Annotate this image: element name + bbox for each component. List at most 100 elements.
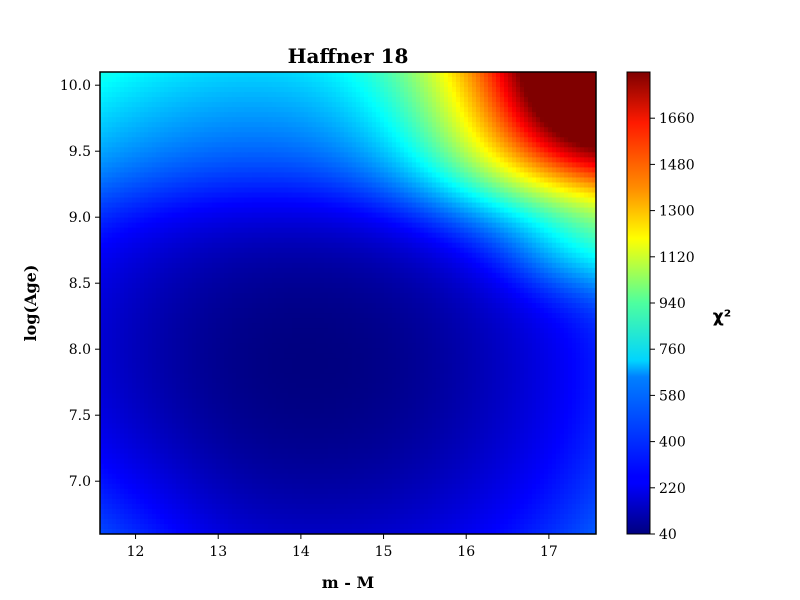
heatmap-cell	[468, 92, 473, 98]
heatmap-cell	[332, 242, 337, 249]
heatmap-cell	[264, 222, 269, 229]
heatmap-cell	[268, 172, 273, 179]
heatmap-cell	[124, 242, 129, 249]
heatmap-cell	[464, 82, 469, 88]
heatmap-cell	[140, 167, 145, 174]
heatmap-cell	[128, 182, 133, 189]
heatmap-cell	[344, 167, 349, 174]
heatmap-cell	[380, 232, 385, 239]
heatmap-cell	[284, 127, 289, 133]
heatmap-cell	[184, 107, 189, 113]
heatmap-cell	[220, 202, 225, 209]
heatmap-cell	[360, 157, 365, 163]
heatmap-cell	[136, 72, 141, 78]
heatmap-cell	[476, 92, 481, 98]
heatmap-cell	[444, 192, 449, 199]
heatmap-cell	[456, 137, 461, 143]
heatmap-cell	[104, 107, 109, 113]
heatmap-cell	[564, 212, 569, 219]
heatmap-cell	[588, 197, 593, 204]
heatmap-cell	[388, 107, 393, 113]
heatmap-cell	[212, 187, 217, 194]
heatmap-cell	[260, 197, 265, 204]
heatmap-cell	[240, 132, 245, 138]
heatmap-cell	[580, 107, 585, 113]
heatmap-cell	[412, 127, 417, 133]
heatmap-cell	[448, 162, 453, 169]
heatmap-cell	[384, 182, 389, 189]
heatmap-cell	[136, 112, 141, 118]
heatmap-cell	[176, 232, 181, 239]
heatmap-cell	[276, 127, 281, 133]
heatmap-cell	[216, 132, 221, 138]
heatmap-cell	[336, 202, 341, 209]
heatmap-cell	[112, 157, 117, 163]
heatmap-cell	[140, 207, 145, 214]
heatmap-cell	[208, 197, 213, 204]
heatmap-cell	[244, 187, 249, 194]
heatmap-cell	[568, 137, 573, 143]
heatmap-cell	[292, 222, 297, 229]
heatmap-cell	[352, 222, 357, 229]
heatmap-cell	[584, 92, 589, 98]
heatmap-cell	[200, 177, 205, 184]
heatmap-cell	[500, 232, 505, 239]
heatmap-cell	[540, 162, 545, 169]
heatmap-cell	[236, 237, 241, 244]
heatmap-cell	[172, 87, 177, 93]
heatmap-cell	[164, 242, 169, 249]
heatmap-cell	[500, 262, 505, 269]
heatmap-cell	[368, 157, 373, 163]
heatmap-cell	[500, 72, 505, 78]
heatmap-cell	[208, 177, 213, 184]
heatmap-cell	[204, 267, 209, 274]
heatmap-cell	[292, 252, 297, 259]
heatmap-cell	[224, 162, 229, 169]
heatmap-cell	[120, 232, 125, 239]
heatmap-cell	[192, 142, 197, 148]
heatmap-cell	[280, 162, 285, 169]
heatmap-cell	[228, 247, 233, 254]
heatmap-cell	[312, 182, 317, 189]
heatmap-cell	[164, 87, 169, 93]
heatmap-cell	[288, 192, 293, 199]
heatmap-cell	[196, 142, 201, 148]
heatmap-cell	[316, 137, 321, 143]
heatmap-cell	[380, 197, 385, 204]
heatmap-cell	[588, 117, 593, 123]
heatmap-cell	[524, 87, 529, 93]
heatmap-cell	[496, 212, 501, 219]
heatmap-cell	[216, 242, 221, 249]
heatmap-cell	[152, 237, 157, 244]
heatmap-cell	[568, 162, 573, 169]
heatmap-cell	[236, 107, 241, 113]
heatmap-cell	[100, 192, 105, 199]
heatmap-cell	[472, 167, 477, 174]
heatmap-cell	[180, 162, 185, 169]
heatmap-cell	[116, 192, 121, 199]
heatmap-cell	[396, 167, 401, 174]
heatmap-cell	[212, 112, 217, 118]
heatmap-cell	[296, 72, 301, 78]
heatmap-cell	[496, 152, 501, 158]
heatmap-cell	[420, 127, 425, 133]
heatmap-cell	[368, 102, 373, 108]
heatmap-cell	[344, 252, 349, 259]
heatmap-cell	[336, 257, 341, 264]
heatmap-cell	[404, 242, 409, 249]
heatmap-cell	[516, 167, 521, 174]
heatmap-cell	[376, 242, 381, 249]
heatmap-cell	[164, 162, 169, 169]
heatmap-cell	[392, 127, 397, 133]
heatmap-cell	[432, 92, 437, 98]
heatmap-cell	[384, 102, 389, 108]
heatmap-cell	[112, 127, 117, 133]
heatmap-cell	[520, 192, 525, 199]
heatmap-cell	[100, 227, 105, 234]
heatmap-cell	[580, 247, 585, 254]
heatmap-cell	[452, 92, 457, 98]
heatmap-cell	[532, 112, 537, 118]
heatmap-cell	[408, 182, 413, 189]
heatmap-cell	[400, 132, 405, 138]
heatmap-cell	[580, 147, 585, 153]
